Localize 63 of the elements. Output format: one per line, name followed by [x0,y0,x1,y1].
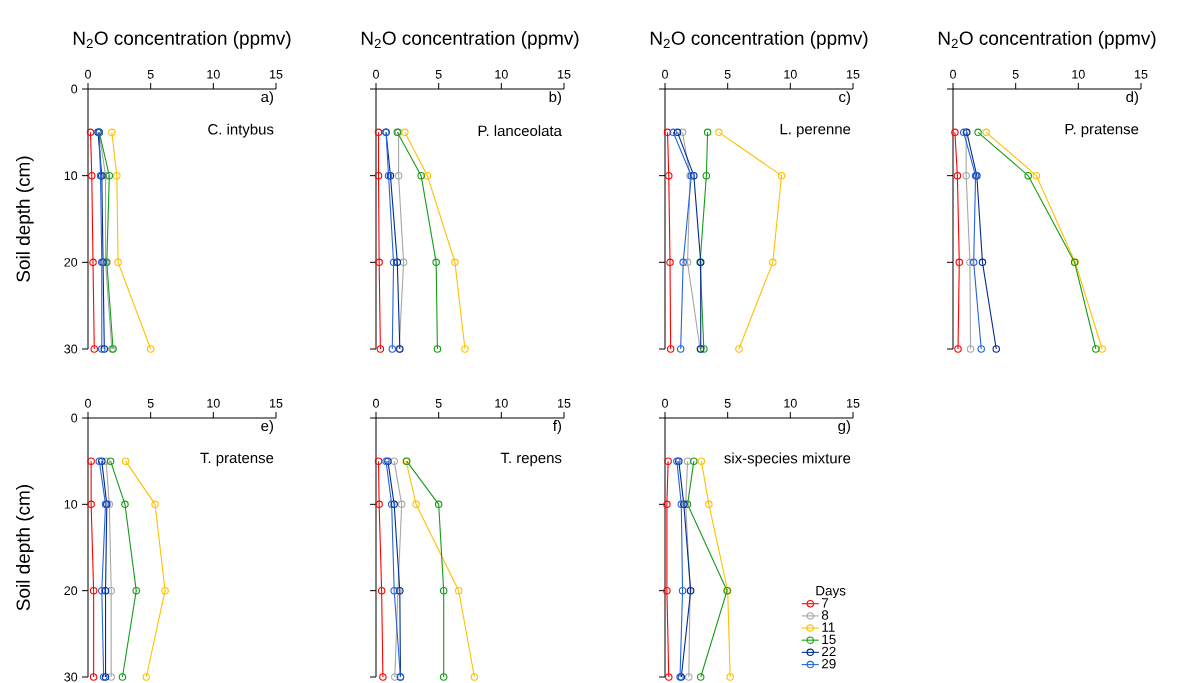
x-tick-label: 0 [85,398,91,408]
x-tick-label: 15 [558,398,571,408]
x-tick-label: 15 [847,69,860,79]
annotation: e) [261,420,273,435]
x-axis-title: N$_{2}$O concentration (ppmv) [73,31,291,49]
x-tick-label: 15 [1135,69,1148,79]
x-tick-label: 5 [147,69,154,79]
x-tick-label: 5 [435,398,442,408]
annotation: six-species mixture [724,452,851,467]
y-axis-title: Soil depth (cm) [16,485,34,611]
x-tick-label: 5 [724,69,731,79]
annotation: P. pratense [1065,123,1139,138]
x-axis-title: N$_{2}$O concentration (ppmv) [650,31,868,49]
legend-label: 8 [821,610,829,620]
x-tick-label: 10 [784,398,797,408]
legend-label: 22 [821,646,836,657]
x-tick-label: 0 [662,398,668,408]
x-tick-label: 0 [950,69,956,79]
x-tick-label: 0 [662,69,668,79]
annotation: c) [839,91,850,106]
x-tick-label: 5 [435,69,442,79]
annotation: d) [1126,91,1138,106]
annotation: P. lanceolata [478,125,562,137]
x-axis-title: N$_{2}$O concentration (ppmv) [938,31,1156,49]
legend-label: 15 [822,634,836,644]
legend-label: 11 [822,622,835,632]
x-tick-label: 15 [847,398,860,408]
x-tick-label: 15 [558,69,571,79]
annotation: T. pratense [200,452,274,467]
y-tick-label: 20 [64,586,78,596]
y-tick-label: 10 [64,171,78,181]
annotation: a) [261,91,273,106]
x-axis-title: N$_{2}$O concentration (ppmv) [361,31,579,49]
x-tick-label: 10 [1072,69,1085,79]
y-tick-label: 0 [71,413,78,423]
x-tick-label: 0 [373,69,379,79]
annotation: b) [549,91,561,106]
y-tick-label: 10 [64,499,78,509]
x-tick-label: 0 [373,398,379,408]
x-tick-label: 10 [495,398,508,408]
x-tick-label: 15 [270,69,283,79]
x-tick-label: 5 [147,398,154,408]
x-tick-label: 15 [270,398,283,408]
annotation: T. repens [500,452,562,467]
legend-title: Days [816,586,846,599]
x-tick-label: 10 [784,69,797,79]
y-tick-label: 30 [64,344,78,354]
y-tick-label: 30 [64,672,78,682]
annotation: f) [553,420,561,435]
annotation: g) [838,420,850,435]
x-tick-label: 10 [207,398,220,408]
x-tick-label: 0 [85,69,91,79]
annotation: L. perenne [780,123,851,138]
x-tick-label: 5 [724,398,731,408]
y-axis-title: Soil depth (cm) [16,156,34,282]
legend-label: 7 [821,598,829,608]
legend-label: 29 [821,658,836,669]
annotation: C. intybus [208,123,274,138]
y-tick-label: 20 [64,257,78,267]
x-tick-label: 5 [1012,69,1019,79]
y-tick-label: 0 [71,84,78,94]
x-tick-label: 10 [207,69,220,79]
x-tick-label: 10 [495,69,508,79]
